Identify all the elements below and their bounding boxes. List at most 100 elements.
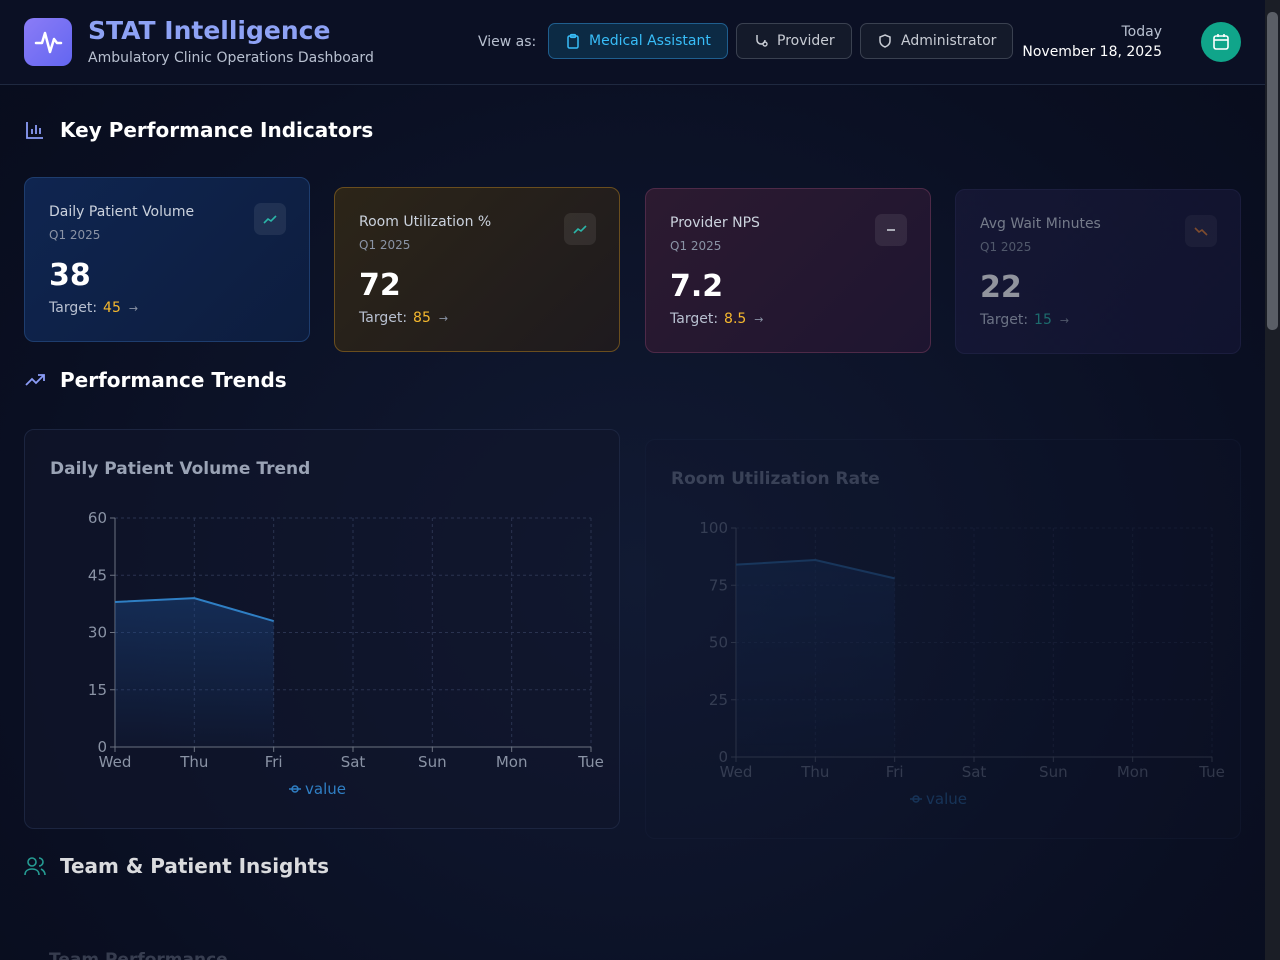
current-date: November 18, 2025 — [1022, 44, 1162, 60]
kpi-target-value: 45 — [103, 300, 121, 316]
x-tick-label: Thu — [179, 753, 208, 771]
trend-line — [573, 225, 587, 234]
logo-icon — [34, 31, 63, 54]
legend-item: value — [910, 790, 967, 808]
role-button[interactable]: Medical Assistant — [548, 23, 728, 59]
x-tick-label: Tue — [577, 753, 604, 771]
calendar-button[interactable] — [1201, 22, 1241, 62]
role-icon — [567, 33, 579, 49]
role-icon — [756, 35, 768, 47]
y-tick-label: 0 — [718, 748, 728, 766]
line — [735, 559, 895, 580]
view-as-label: View as: — [478, 34, 537, 50]
kpi-value: 7.2 — [670, 269, 724, 304]
y-tick-label: 0 — [97, 738, 107, 756]
section-title: Key Performance Indicators — [60, 118, 374, 142]
calendar-icon — [1213, 34, 1229, 50]
trend-line — [263, 215, 277, 224]
legend-label: value — [926, 790, 967, 808]
y-tick-label: 50 — [709, 634, 728, 652]
partial-card-title: Team Performance — [49, 950, 228, 960]
kpi-label: Avg Wait Minutes — [980, 216, 1101, 232]
kpi-value: 72 — [359, 268, 401, 303]
kpi-card[interactable]: Daily Patient Volume Q1 2025 38 Target: 45 → — [24, 177, 310, 342]
legend-swatch — [291, 785, 299, 793]
line — [114, 597, 274, 623]
trend-badge — [875, 214, 907, 246]
area — [115, 598, 274, 747]
kpi-target-label: Target: — [359, 310, 408, 326]
y-tick-label: 15 — [88, 681, 107, 699]
trend-icon — [263, 215, 277, 224]
kpi-period: Q1 2025 — [49, 228, 101, 242]
arrow-icon: → — [438, 312, 449, 325]
trend-badge — [254, 203, 286, 235]
x-tick-label: Mon — [1117, 763, 1149, 781]
kpi-target-value: 15 — [1034, 312, 1052, 328]
x-tick-label: Wed — [99, 753, 132, 771]
kpi-card[interactable]: Room Utilization % Q1 2025 72 Target: 85 → — [334, 187, 620, 352]
y-tick-label: 60 — [88, 509, 107, 527]
kpi-value: 22 — [980, 270, 1022, 305]
x-tick-label: Wed — [720, 763, 753, 781]
x-tick-label: Mon — [496, 753, 528, 771]
x-tick-label: Thu — [800, 763, 829, 781]
kpi-period: Q1 2025 — [670, 239, 722, 253]
kpi-value: 38 — [49, 258, 91, 293]
app-subtitle: Ambulatory Clinic Operations Dashboard — [88, 50, 374, 66]
chart-title: Room Utilization Rate — [671, 469, 880, 489]
trend-badge — [564, 213, 596, 245]
kpi-target-label: Target: — [49, 300, 98, 316]
trend-line — [1194, 227, 1208, 236]
x-tick-label: Sun — [1039, 763, 1068, 781]
kpi-period: Q1 2025 — [980, 240, 1032, 254]
chart-card: Daily Patient Volume Trend 0 15 30 45 60 Wed Th… — [24, 429, 620, 829]
role-label: Administrator — [901, 33, 997, 49]
legend-swatch — [912, 795, 920, 803]
kpi-label: Provider NPS — [670, 215, 760, 231]
kpi-target: Target: 85 → — [359, 310, 448, 326]
kpi-target: Target: 15 → — [980, 312, 1069, 328]
kpi-target-value: 8.5 — [724, 311, 747, 327]
x-tick-label: Sat — [962, 763, 987, 781]
y-tick-label: 30 — [88, 624, 107, 642]
trend-icon — [1194, 227, 1208, 236]
x-tick-label: Sat — [341, 753, 366, 771]
logo[interactable] — [24, 18, 72, 66]
kpi-target: Target: 8.5 → — [670, 311, 764, 327]
section-title: Performance Trends — [60, 368, 287, 392]
y-tick-label: 100 — [699, 519, 728, 537]
trend-icon — [887, 229, 895, 231]
arrow-icon: → — [128, 302, 139, 315]
x-tick-label: Tue — [1198, 763, 1225, 781]
chart: Daily Patient Volume Trend 0 15 30 45 60 Wed Th… — [50, 459, 604, 798]
kpi-card[interactable]: Avg Wait Minutes Q1 2025 22 Target: 15 → — [955, 189, 1241, 354]
section-icon — [25, 374, 45, 386]
role-icon — [879, 34, 891, 48]
x-tick-label: Fri — [265, 753, 283, 771]
trend-badge — [1185, 215, 1217, 247]
role-button[interactable]: Provider — [736, 23, 852, 59]
arrow-icon: → — [1059, 314, 1070, 327]
section-title: Team & Patient Insights — [60, 854, 330, 878]
x-tick-label: Fri — [886, 763, 904, 781]
section-icon — [26, 122, 43, 139]
area — [736, 560, 895, 757]
section-heading: Team & Patient Insights — [24, 854, 329, 878]
app-title: STAT Intelligence — [88, 16, 331, 45]
kpi-target-value: 85 — [413, 310, 431, 326]
kpi-label: Room Utilization % — [359, 214, 492, 230]
chart-title: Daily Patient Volume Trend — [50, 459, 310, 479]
scrollbar-thumb[interactable] — [1267, 12, 1278, 330]
role-button[interactable]: Administrator — [860, 23, 1013, 59]
section-heading: Key Performance Indicators — [24, 118, 373, 142]
chart: Room Utilization Rate 0 25 50 75 100 Wed Thu Fri… — [671, 469, 1225, 808]
y-tick-label: 25 — [709, 691, 728, 709]
trend-icon — [573, 225, 587, 234]
kpi-target: Target: 45 → — [49, 300, 138, 316]
x-tick-label: Sun — [418, 753, 447, 771]
kpi-card[interactable]: Provider NPS Q1 2025 7.2 Target: 8.5 → — [645, 188, 931, 353]
arrow-icon: → — [754, 313, 764, 326]
